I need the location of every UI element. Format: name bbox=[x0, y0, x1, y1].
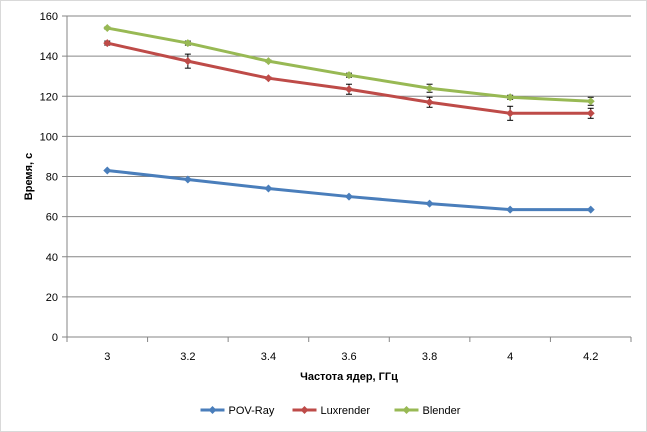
data-point bbox=[183, 175, 192, 184]
y-tick-label: 120 bbox=[40, 91, 58, 103]
data-point bbox=[425, 199, 434, 208]
data-point bbox=[345, 192, 353, 201]
legend-item: Blender bbox=[394, 405, 461, 417]
x-tick-label: 3.6 bbox=[341, 351, 356, 363]
data-point bbox=[506, 109, 515, 118]
data-point bbox=[345, 71, 353, 80]
data-point bbox=[506, 205, 515, 214]
y-axis-title: Время, с bbox=[23, 153, 35, 200]
data-point bbox=[506, 93, 515, 102]
legend-marker bbox=[402, 406, 411, 414]
x-tick-label: 3.8 bbox=[422, 351, 437, 363]
x-tick-label: 3.2 bbox=[180, 351, 195, 363]
y-tick-label: 60 bbox=[46, 212, 58, 224]
x-axis-title: Частота ядер, ГГц bbox=[300, 371, 398, 383]
data-point bbox=[183, 57, 192, 66]
data-point bbox=[264, 184, 273, 193]
data-point bbox=[103, 39, 112, 48]
legend-label: Blender bbox=[423, 405, 461, 417]
data-point bbox=[264, 74, 273, 83]
data-point bbox=[586, 205, 595, 214]
data-point bbox=[586, 109, 595, 118]
data-point bbox=[103, 24, 112, 33]
axes bbox=[62, 15, 632, 342]
legend-label: POV-Ray bbox=[229, 405, 275, 417]
y-tick-label: 100 bbox=[40, 131, 58, 143]
legend-label: Luxrender bbox=[321, 405, 371, 417]
x-tick-label: 3 bbox=[104, 351, 110, 363]
data-point bbox=[425, 98, 434, 107]
data-point bbox=[425, 84, 434, 93]
tick-labels: 0 20 40 60 80 100 120 140 160 3 3.2 3.4 3.6 3.8 4 4.2 bbox=[40, 11, 599, 363]
legend-item: POV-Ray bbox=[200, 405, 275, 417]
y-tick-label: 40 bbox=[46, 252, 58, 264]
y-tick-label: 160 bbox=[40, 11, 58, 23]
y-tick-label: 80 bbox=[46, 172, 58, 184]
series-markers bbox=[103, 24, 595, 214]
y-tick-label: 140 bbox=[40, 51, 58, 63]
data-point bbox=[264, 57, 273, 66]
data-point bbox=[183, 39, 192, 48]
legend-item: Luxrender bbox=[292, 405, 371, 417]
y-tick-label: 0 bbox=[52, 332, 58, 344]
x-tick-label: 4.2 bbox=[583, 351, 598, 363]
x-tick-label: 4 bbox=[507, 351, 513, 363]
y-tick-label: 20 bbox=[46, 292, 58, 304]
data-point bbox=[345, 85, 353, 94]
x-tick-label: 3.4 bbox=[261, 351, 276, 363]
legend: POV-Ray Luxrender Blender bbox=[200, 405, 461, 417]
legend-marker bbox=[300, 406, 309, 414]
gridlines bbox=[67, 15, 631, 298]
data-point bbox=[103, 166, 112, 175]
data-point bbox=[586, 97, 595, 106]
series-lines bbox=[106, 26, 591, 212]
legend-marker bbox=[208, 406, 217, 414]
